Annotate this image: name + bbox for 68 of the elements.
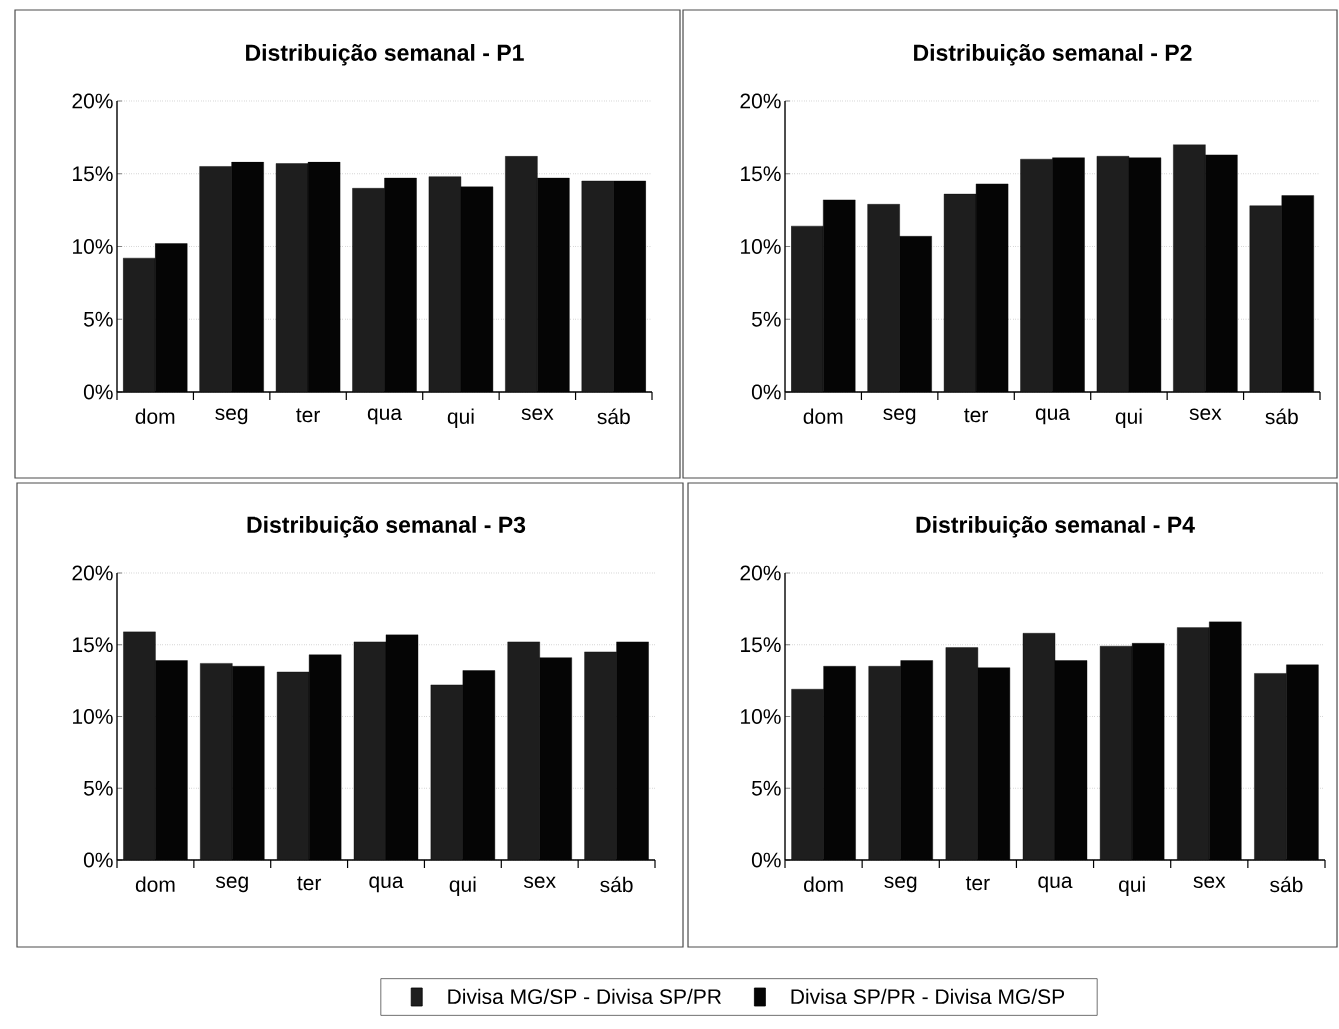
y-tick-label: 10%: [741, 709, 781, 724]
x-tick-label: dom: [804, 876, 843, 892]
x-tick-label: qui: [447, 408, 474, 429]
x-tick-label: qua: [369, 876, 404, 893]
x-tick-label: seg: [884, 876, 917, 893]
bar: [1020, 159, 1053, 392]
y-tick-label: 20%: [72, 93, 113, 109]
x-tick-label: seg: [883, 408, 916, 425]
y-tick-label: 15%: [741, 166, 781, 182]
x-tick-label: seg: [215, 408, 248, 425]
x-tick-label: sáb: [600, 876, 633, 893]
bar: [791, 689, 824, 860]
bar: [1096, 156, 1130, 392]
y-tick-label: 5%: [83, 780, 113, 796]
y-tick-label: 0%: [83, 384, 113, 400]
y-tick-label: 10%: [73, 239, 113, 254]
y-tick-label: 15%: [73, 166, 113, 182]
y-tick-label: 20%: [740, 565, 781, 581]
y-tick-label: 20%: [72, 565, 113, 581]
bar: [1254, 673, 1287, 860]
x-tick-label: qua: [367, 408, 403, 425]
y-tick-label: 0%: [83, 852, 113, 868]
chart-title: Distribuição semanal - P1: [246, 44, 524, 66]
legend-label: Divisa SP/PR - Divisa MG/SP: [791, 988, 1065, 1005]
x-tick-label: qui: [1119, 876, 1145, 897]
x-tick-label: sex: [523, 876, 556, 889]
y-tick-label: 5%: [751, 780, 781, 796]
y-tick-label: 10%: [741, 239, 781, 254]
bar: [1173, 144, 1206, 392]
x-tick-label: sex: [1193, 876, 1226, 889]
chart-title: Distribuição semanal - P3: [247, 516, 526, 538]
y-tick-label: 15%: [741, 637, 781, 653]
x-tick-label: dom: [135, 876, 175, 892]
y-tick-label: 0%: [751, 384, 781, 400]
x-tick-label: dom: [803, 408, 843, 424]
x-tick-label: sáb: [1265, 408, 1298, 425]
bar: [1249, 205, 1282, 392]
y-tick-label: 0%: [751, 852, 781, 868]
bar: [945, 647, 979, 860]
x-tick-label: qua: [1035, 408, 1071, 425]
legend-label: Divisa MG/SP - Divisa SP/PR: [448, 988, 721, 1005]
x-tick-label: ter: [296, 408, 320, 423]
y-tick-label: 5%: [83, 311, 113, 327]
x-tick-label: ter: [964, 408, 988, 423]
y-tick-label: 15%: [73, 637, 113, 653]
bar: [943, 193, 977, 392]
y-tick-label: 5%: [751, 311, 781, 327]
x-tick-label: sex: [521, 408, 554, 421]
bar: [1022, 633, 1056, 860]
y-tick-label: 20%: [740, 93, 781, 109]
x-tick-label: seg: [215, 876, 248, 893]
y-tick-label: 10%: [73, 709, 113, 724]
x-tick-label: qui: [449, 876, 476, 897]
bar: [1099, 645, 1133, 860]
bar: [791, 225, 824, 392]
bar: [868, 666, 901, 860]
x-tick-label: dom: [135, 408, 175, 424]
x-tick-label: sáb: [1270, 876, 1303, 893]
x-tick-label: qua: [1038, 876, 1073, 893]
x-tick-label: ter: [297, 876, 322, 891]
x-tick-label: sex: [1189, 408, 1222, 421]
x-tick-label: sáb: [597, 408, 630, 425]
bar: [1177, 627, 1210, 860]
x-tick-label: ter: [965, 876, 990, 891]
bar: [867, 204, 900, 392]
x-tick-label: qui: [1115, 408, 1142, 429]
chart-title: Distribuição semanal - P2: [914, 44, 1192, 66]
chart-title: Distribuição semanal - P4: [916, 516, 1195, 538]
